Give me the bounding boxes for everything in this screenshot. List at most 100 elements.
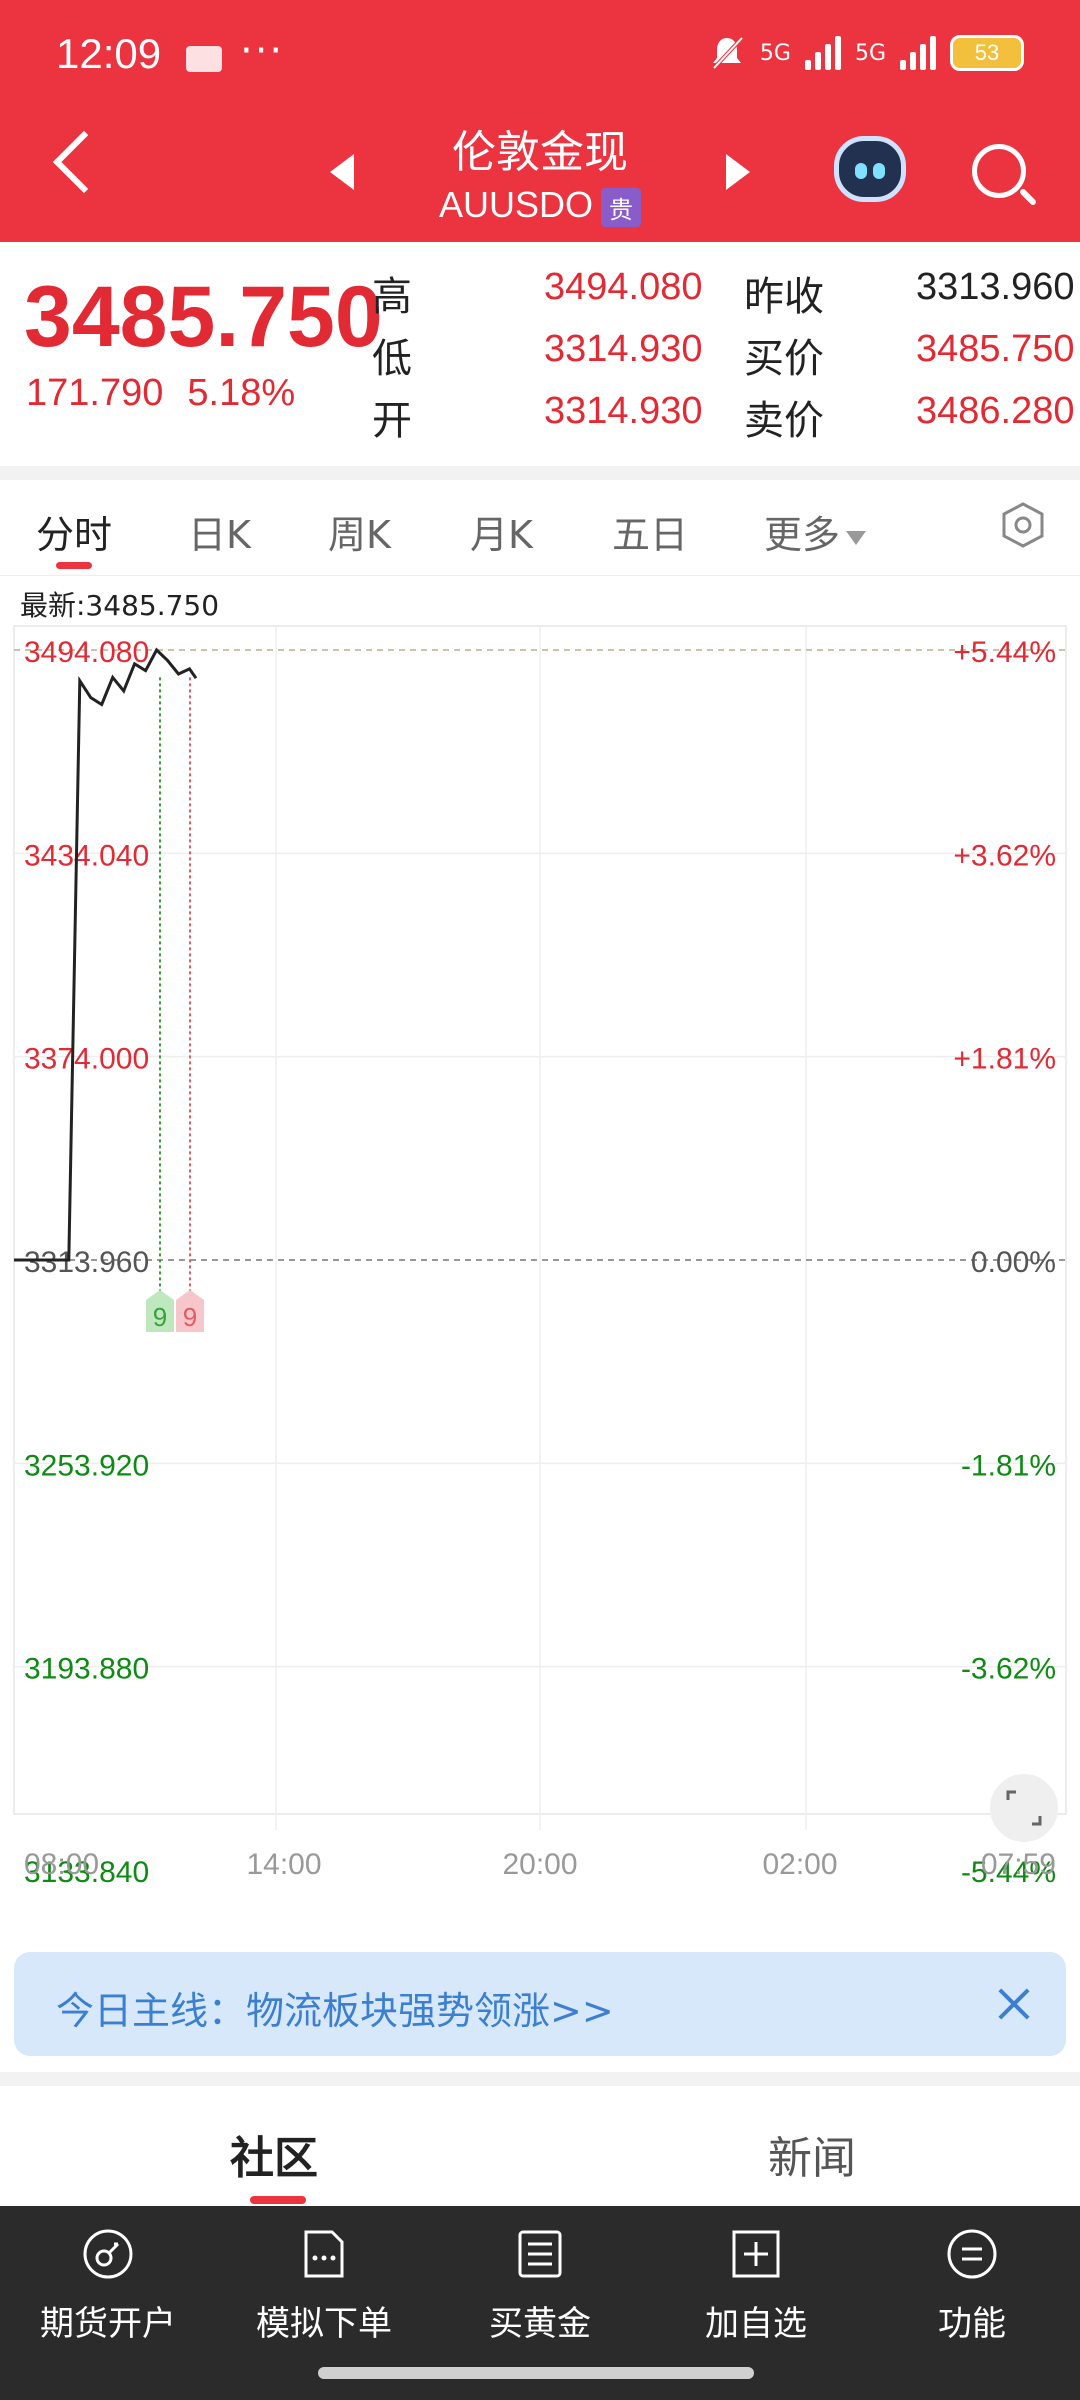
buy-gold-icon [518,2230,562,2278]
x-tick-label: 07:59 [981,1848,1056,1881]
signal-marker-label: 9 [183,1302,197,1332]
bell-muted-icon [712,36,744,70]
stat-value-bid: 3485.750 [916,328,1075,370]
x-tick-label: 08:00 [24,1848,99,1881]
divider [0,466,1080,480]
header-bar: 12:09 ··· 5G 5G 53 伦敦金现 AUUSDO 贵 [0,0,1080,242]
y-tick-label-right: -1.81% [961,1449,1056,1482]
quote-panel: 3485.750 171.790 5.18% 高 3494.080 低 3314.… [0,242,1080,466]
stat-value-low: 3314.930 [544,328,703,370]
symbol-line: AUUSDO 贵 [340,184,740,227]
stat-label-ask: 卖价 [744,398,824,444]
y-tick-label-left: 3133.840 [24,1856,149,1889]
nav-item-buy-gold[interactable]: 买黄金 [460,2228,620,2345]
stat-label-high: 高 [372,274,412,320]
status-time: 12:09 [56,30,162,77]
stat-value-prev-close: 3313.960 [916,266,1075,308]
y-tick-label-right: +3.62% [953,839,1056,872]
x-tick-label: 02:00 [762,1848,837,1881]
x-tick-label: 14:00 [246,1848,321,1881]
signal-strength-icon-2 [900,36,936,70]
section-active-indicator [250,2196,306,2204]
y-tick-label-left: 3193.880 [24,1653,149,1686]
close-icon[interactable] [996,1986,1032,2022]
tab-intraday[interactable]: 分时 [36,513,113,557]
network-type-1: 5G [759,40,791,66]
y-tick-label-left: 3253.920 [24,1449,149,1482]
stat-value-ask: 3486.280 [916,390,1075,432]
account-open-icon [83,2229,133,2279]
signal-marker [176,1290,204,1332]
last-price: 3485.750 [24,269,383,365]
y-tick-label-right: -3.62% [961,1653,1056,1686]
simulated-order-icon [304,2230,344,2278]
y-tick-label-right: -5.44% [961,1856,1056,1889]
tab-active-indicator [56,562,92,569]
fullscreen-toggle [990,1774,1058,1842]
promo-banner[interactable]: 今日主线：物流板块强势领涨>> [14,1952,1066,2056]
signal-strength-icon [804,36,841,70]
y-tick-label-left: 3374.000 [24,1043,149,1076]
tab-more-label: 更多 [764,513,841,557]
stat-value-high: 3494.080 [544,266,703,308]
add-watchlist-icon [732,2230,780,2278]
menu-functions-icon [947,2229,997,2279]
nav-label: 买黄金 [489,2304,591,2344]
signal-marker [146,1290,174,1332]
page-title: 伦敦金现 [452,127,628,178]
category-badge: 贵 [601,187,642,227]
nav-label: 加自选 [705,2304,807,2344]
price-line [14,647,198,1262]
nav-item-simulated-order[interactable]: 模拟下单 [244,2228,404,2345]
battery-level: 53 [974,40,1000,65]
divider [0,2072,1080,2086]
intraday-chart[interactable]: 3494.080 +5.44% 3434.040 +3.62% 3374.000 +1.8… [0,610,1080,1900]
price-change: 171.790 5.18% [26,372,295,415]
back-icon[interactable] [52,130,116,194]
tab-news[interactable]: 新闻 [768,2133,856,2184]
signal-marker-label: 9 [153,1302,167,1332]
tab-weekly-k[interactable]: 周K [328,513,391,557]
network-type-2: 5G [854,40,886,66]
y-tick-label-right: 0.00% [971,1246,1056,1279]
x-tick-label: 20:00 [502,1848,577,1881]
home-indicator [318,2367,754,2379]
banner-text[interactable]: 今日主线：物流板块强势领涨>> [56,1989,614,2033]
settings-hexagon-icon[interactable] [1000,502,1046,548]
stat-label-bid: 买价 [744,336,824,382]
y-tick-label-left: 3313.960 [24,1246,149,1279]
change-percent: 5.18% [187,372,296,414]
nav-item-functions[interactable]: 功能 [892,2228,1052,2345]
stat-label-prev-close: 昨收 [744,274,824,320]
tab-five-day[interactable]: 五日 [612,513,689,557]
stat-label-low: 低 [372,336,412,382]
nav-item-account-open[interactable]: 期货开户 [28,2228,188,2345]
nav-item-add-watchlist[interactable]: 加自选 [676,2228,836,2345]
tab-more[interactable]: 更多 [764,504,867,559]
nav-label: 功能 [938,2304,1006,2344]
chevron-down-icon [846,530,867,545]
latest-price-label: 最新:3485.750 [20,589,220,622]
next-arrow-icon[interactable] [726,154,750,190]
y-tick-label-left: 3494.080 [24,636,149,669]
section-tabs: 社区 新闻 [0,2086,1080,2206]
change-amount: 171.790 [26,372,164,414]
robot-assistant-icon[interactable] [834,136,906,202]
chart-period-tabs: 分时 日K 周K 月K 五日 更多 [0,480,1080,576]
prev-arrow-icon[interactable] [330,154,354,190]
expand-icon [1006,1790,1042,1826]
nav-label: 期货开户 [40,2304,176,2344]
tab-monthly-k[interactable]: 月K [470,513,533,557]
tab-daily-k[interactable]: 日K [188,513,251,557]
status-indicators: 5G 5G 53 [708,34,1024,72]
nav-label: 模拟下单 [256,2304,392,2344]
y-tick-label-right: +1.81% [953,1043,1056,1076]
y-tick-label-right: +5.44% [953,636,1056,669]
tab-community[interactable]: 社区 [230,2133,318,2184]
notification-app-icon [186,46,222,72]
search-icon[interactable] [972,144,1026,198]
y-tick-label-left: 3434.040 [24,839,149,872]
battery-icon: 53 [950,35,1024,71]
stat-label-open: 开 [372,398,412,444]
